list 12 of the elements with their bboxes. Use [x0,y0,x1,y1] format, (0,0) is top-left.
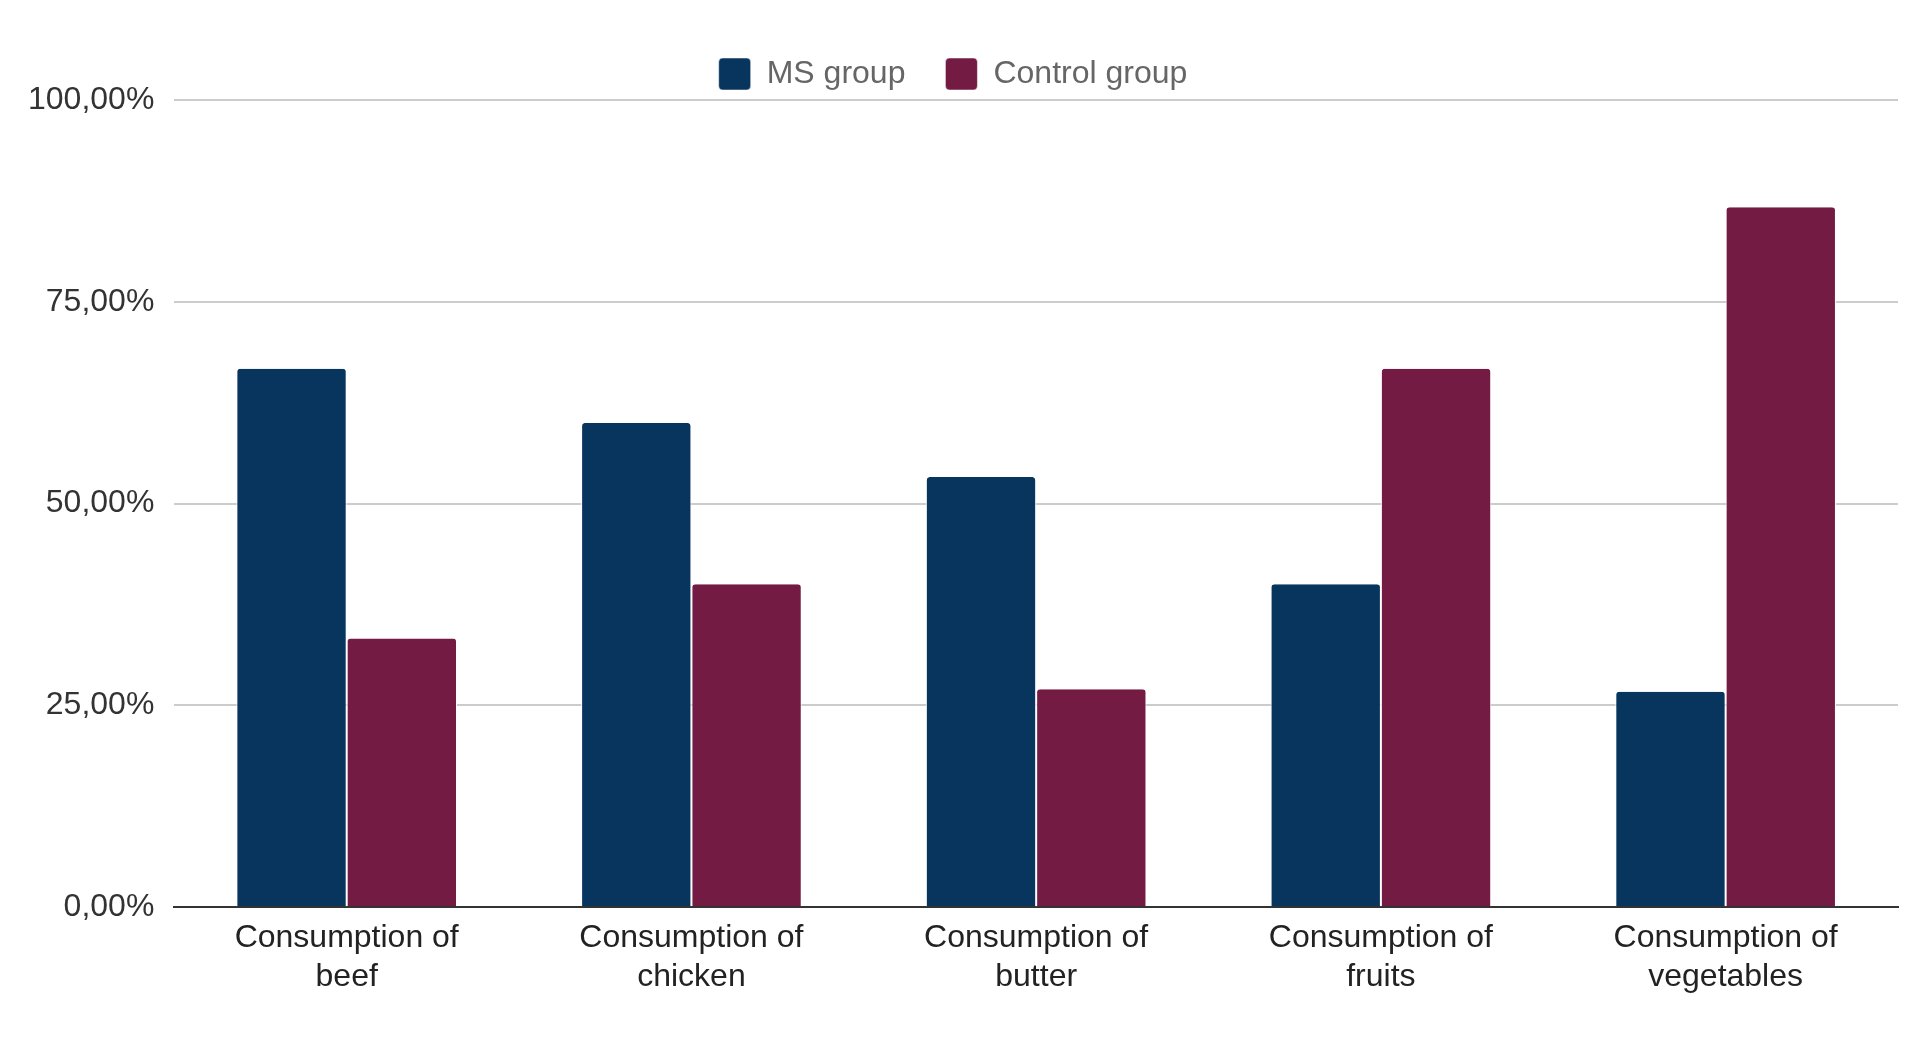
x-tick-label: Consumption of chicken [579,918,804,993]
x-tick-label: Consumption of vegetables [1613,918,1838,993]
x-tick-label: Consumption of butter [924,918,1149,993]
y-tick-label: 50,00% [45,483,155,520]
y-tick-label: 100,00% [28,79,155,116]
legend-label: MS group [766,53,906,90]
y-tick-label: 0,00% [63,887,155,924]
y-tick-label: 75,00% [45,281,155,318]
x-tick-label: Consumption of beef [234,918,459,993]
x-tick-label: Consumption of fruits [1268,918,1494,993]
y-tick-label: 25,00% [45,685,155,722]
legend-label: Control group [993,53,1188,90]
